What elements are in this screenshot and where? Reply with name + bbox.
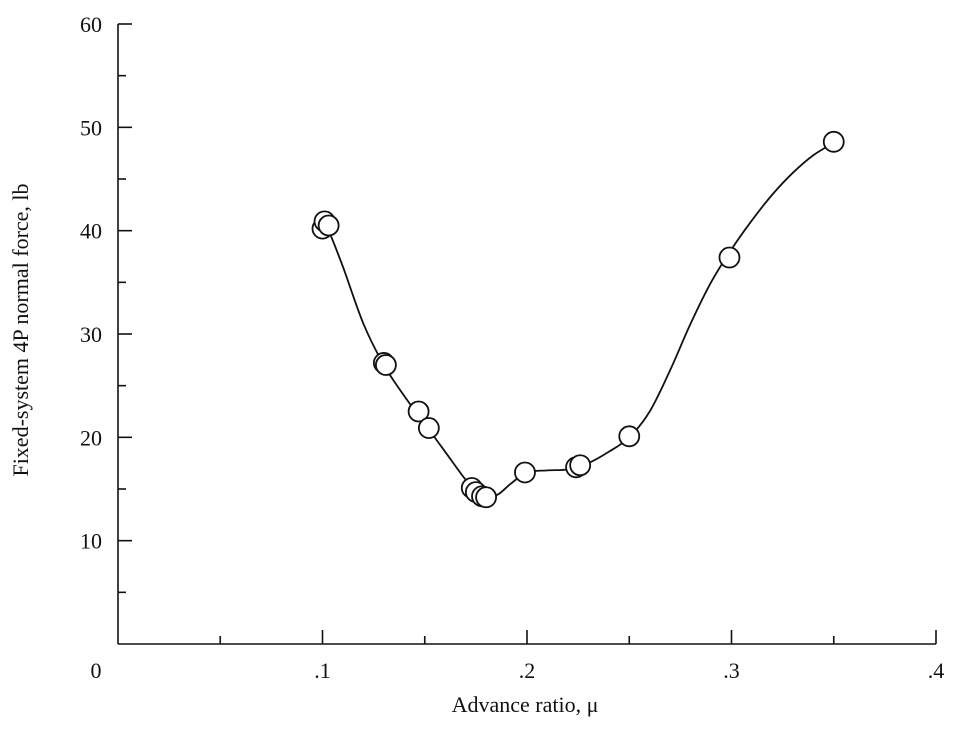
data-point: [417, 417, 440, 439]
y-tick-label: 20: [80, 425, 102, 450]
y-tick-label: 10: [80, 529, 102, 554]
data-point: [407, 400, 430, 423]
data-point: [374, 354, 397, 376]
data-point: [618, 425, 641, 448]
data-point: [514, 461, 536, 484]
x-tick-label: .4: [928, 658, 945, 683]
y-tick-label: 60: [80, 12, 102, 37]
data-point: [475, 486, 498, 509]
y-tick-label: 30: [80, 322, 102, 347]
fitted-curve: [321, 142, 835, 499]
points-layer: [311, 130, 845, 509]
x-tick-label: .1: [314, 658, 331, 683]
data-point: [822, 130, 845, 153]
x-tick-label: .2: [519, 658, 536, 683]
y-tick-label: 50: [80, 115, 102, 140]
x-tick-label: .3: [723, 658, 740, 683]
curve-layer: [321, 142, 835, 499]
data-point: [317, 214, 340, 237]
x-tick-label: 0: [91, 658, 102, 683]
x-axis-label: Advance ratio, μ: [452, 692, 599, 717]
data-point: [718, 246, 741, 269]
axes-layer: 0 .1 .2 .3 .4 10 20 30 40 50 60: [80, 12, 944, 683]
y-tick-label: 40: [80, 219, 102, 244]
data-point: [569, 454, 592, 477]
y-axis-label: Fixed-system 4P normal force, lb: [8, 183, 33, 476]
labels-layer: Advance ratio, μ Fixed-system 4P normal …: [8, 183, 598, 717]
